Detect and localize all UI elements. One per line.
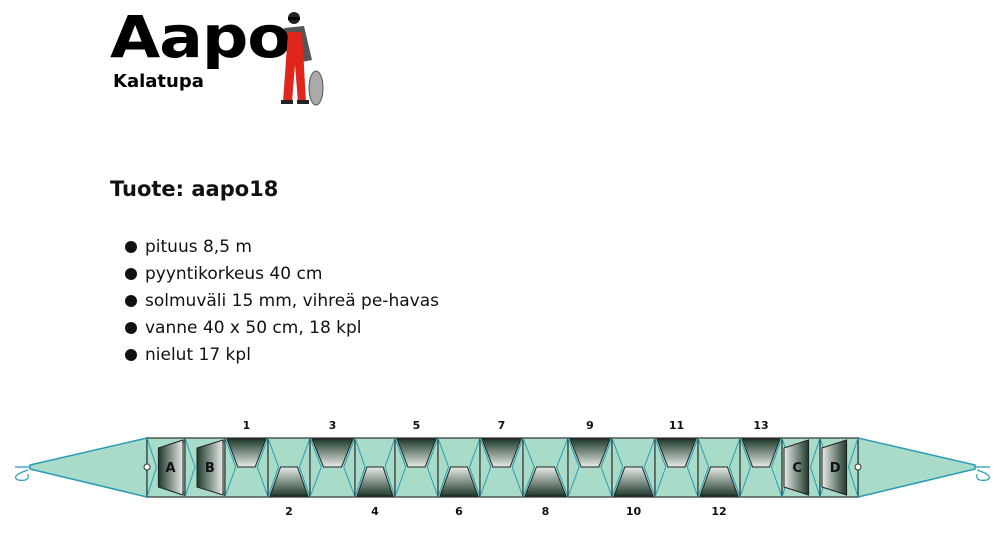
bullet-icon	[125, 267, 137, 280]
section-label-5: 5	[413, 419, 421, 432]
section-label-2: 2	[285, 505, 293, 518]
section-label-D: D	[830, 461, 841, 476]
spec-text: solmuväli 15 mm, vihreä pe-havas	[145, 290, 439, 311]
funnel-A	[157, 439, 184, 496]
funnel-6	[439, 466, 479, 497]
mesh-line	[522, 437, 569, 498]
funnel-9	[569, 438, 611, 468]
mesh-line	[394, 437, 439, 498]
mesh-line	[309, 437, 356, 498]
section-label-10: 10	[626, 505, 642, 518]
mesh-line	[697, 437, 741, 498]
spec-item: pyyntikorkeus 40 cm	[125, 260, 439, 287]
bullet-icon	[125, 294, 137, 307]
logo-subtitle: Kalatupa	[113, 71, 204, 92]
mesh-line	[437, 437, 481, 498]
section-label-9: 9	[586, 419, 594, 432]
funnel-12	[699, 466, 739, 497]
product-title: Tuote: aapo18	[110, 177, 279, 201]
spec-text: pituus 8,5 m	[145, 236, 252, 257]
section-label-C: C	[792, 461, 802, 476]
funnel-10	[613, 466, 654, 497]
spec-item: nielut 17 kpl	[125, 341, 439, 368]
funnel-2	[269, 466, 309, 497]
left-leader-cone	[29, 437, 148, 498]
mesh-line	[479, 437, 524, 498]
right-rope-icon	[975, 466, 990, 481]
funnel-8	[524, 466, 567, 497]
ring-icon	[143, 463, 151, 471]
ring-icon	[854, 463, 862, 471]
spec-item: solmuväli 15 mm, vihreä pe-havas	[125, 287, 439, 314]
funnel-B	[196, 439, 224, 496]
funnel-C	[783, 439, 810, 496]
funnel-1	[226, 438, 267, 468]
mesh-line	[567, 437, 613, 498]
section-label-1: 1	[243, 419, 251, 432]
bullet-icon	[125, 348, 137, 361]
mesh-line	[654, 437, 699, 498]
section-label-6: 6	[455, 505, 463, 518]
section-label-4: 4	[371, 505, 379, 518]
section-label-11: 11	[669, 419, 684, 432]
spec-item: pituus 8,5 m	[125, 233, 439, 260]
funnel-4	[356, 466, 394, 497]
section-label-7: 7	[498, 419, 506, 432]
funnel-11	[656, 438, 697, 468]
section-label-B: B	[205, 461, 215, 476]
fisherman-mascot-icon	[281, 12, 324, 106]
mesh-line	[354, 437, 396, 498]
spec-text: pyyntikorkeus 40 cm	[145, 263, 323, 284]
bullet-icon	[125, 321, 137, 334]
funnel-13	[741, 438, 781, 468]
mesh-line	[267, 437, 311, 498]
spec-list: pituus 8,5 m pyyntikorkeus 40 cm solmuvä…	[125, 233, 439, 368]
section-label-13: 13	[753, 419, 768, 432]
mesh-line	[224, 437, 269, 498]
spec-text: nielut 17 kpl	[145, 344, 251, 365]
funnel-3	[311, 438, 354, 468]
section-label-A: A	[166, 461, 176, 476]
logo-wordmark: Aapo	[110, 3, 292, 71]
spec-item: vanne 40 x 50 cm, 18 kpl	[125, 314, 439, 341]
bullet-icon	[125, 240, 137, 253]
section-label-3: 3	[329, 419, 337, 432]
mesh-line	[611, 437, 656, 498]
funnel-7	[481, 438, 522, 468]
left-rope-icon	[15, 466, 30, 481]
mesh-line	[739, 437, 783, 498]
section-label-12: 12	[711, 505, 726, 518]
right-leader-cone	[857, 437, 976, 498]
spec-text: vanne 40 x 50 cm, 18 kpl	[145, 317, 362, 338]
section-label-8: 8	[542, 505, 550, 518]
funnel-D	[821, 439, 848, 496]
funnel-5	[396, 438, 437, 468]
